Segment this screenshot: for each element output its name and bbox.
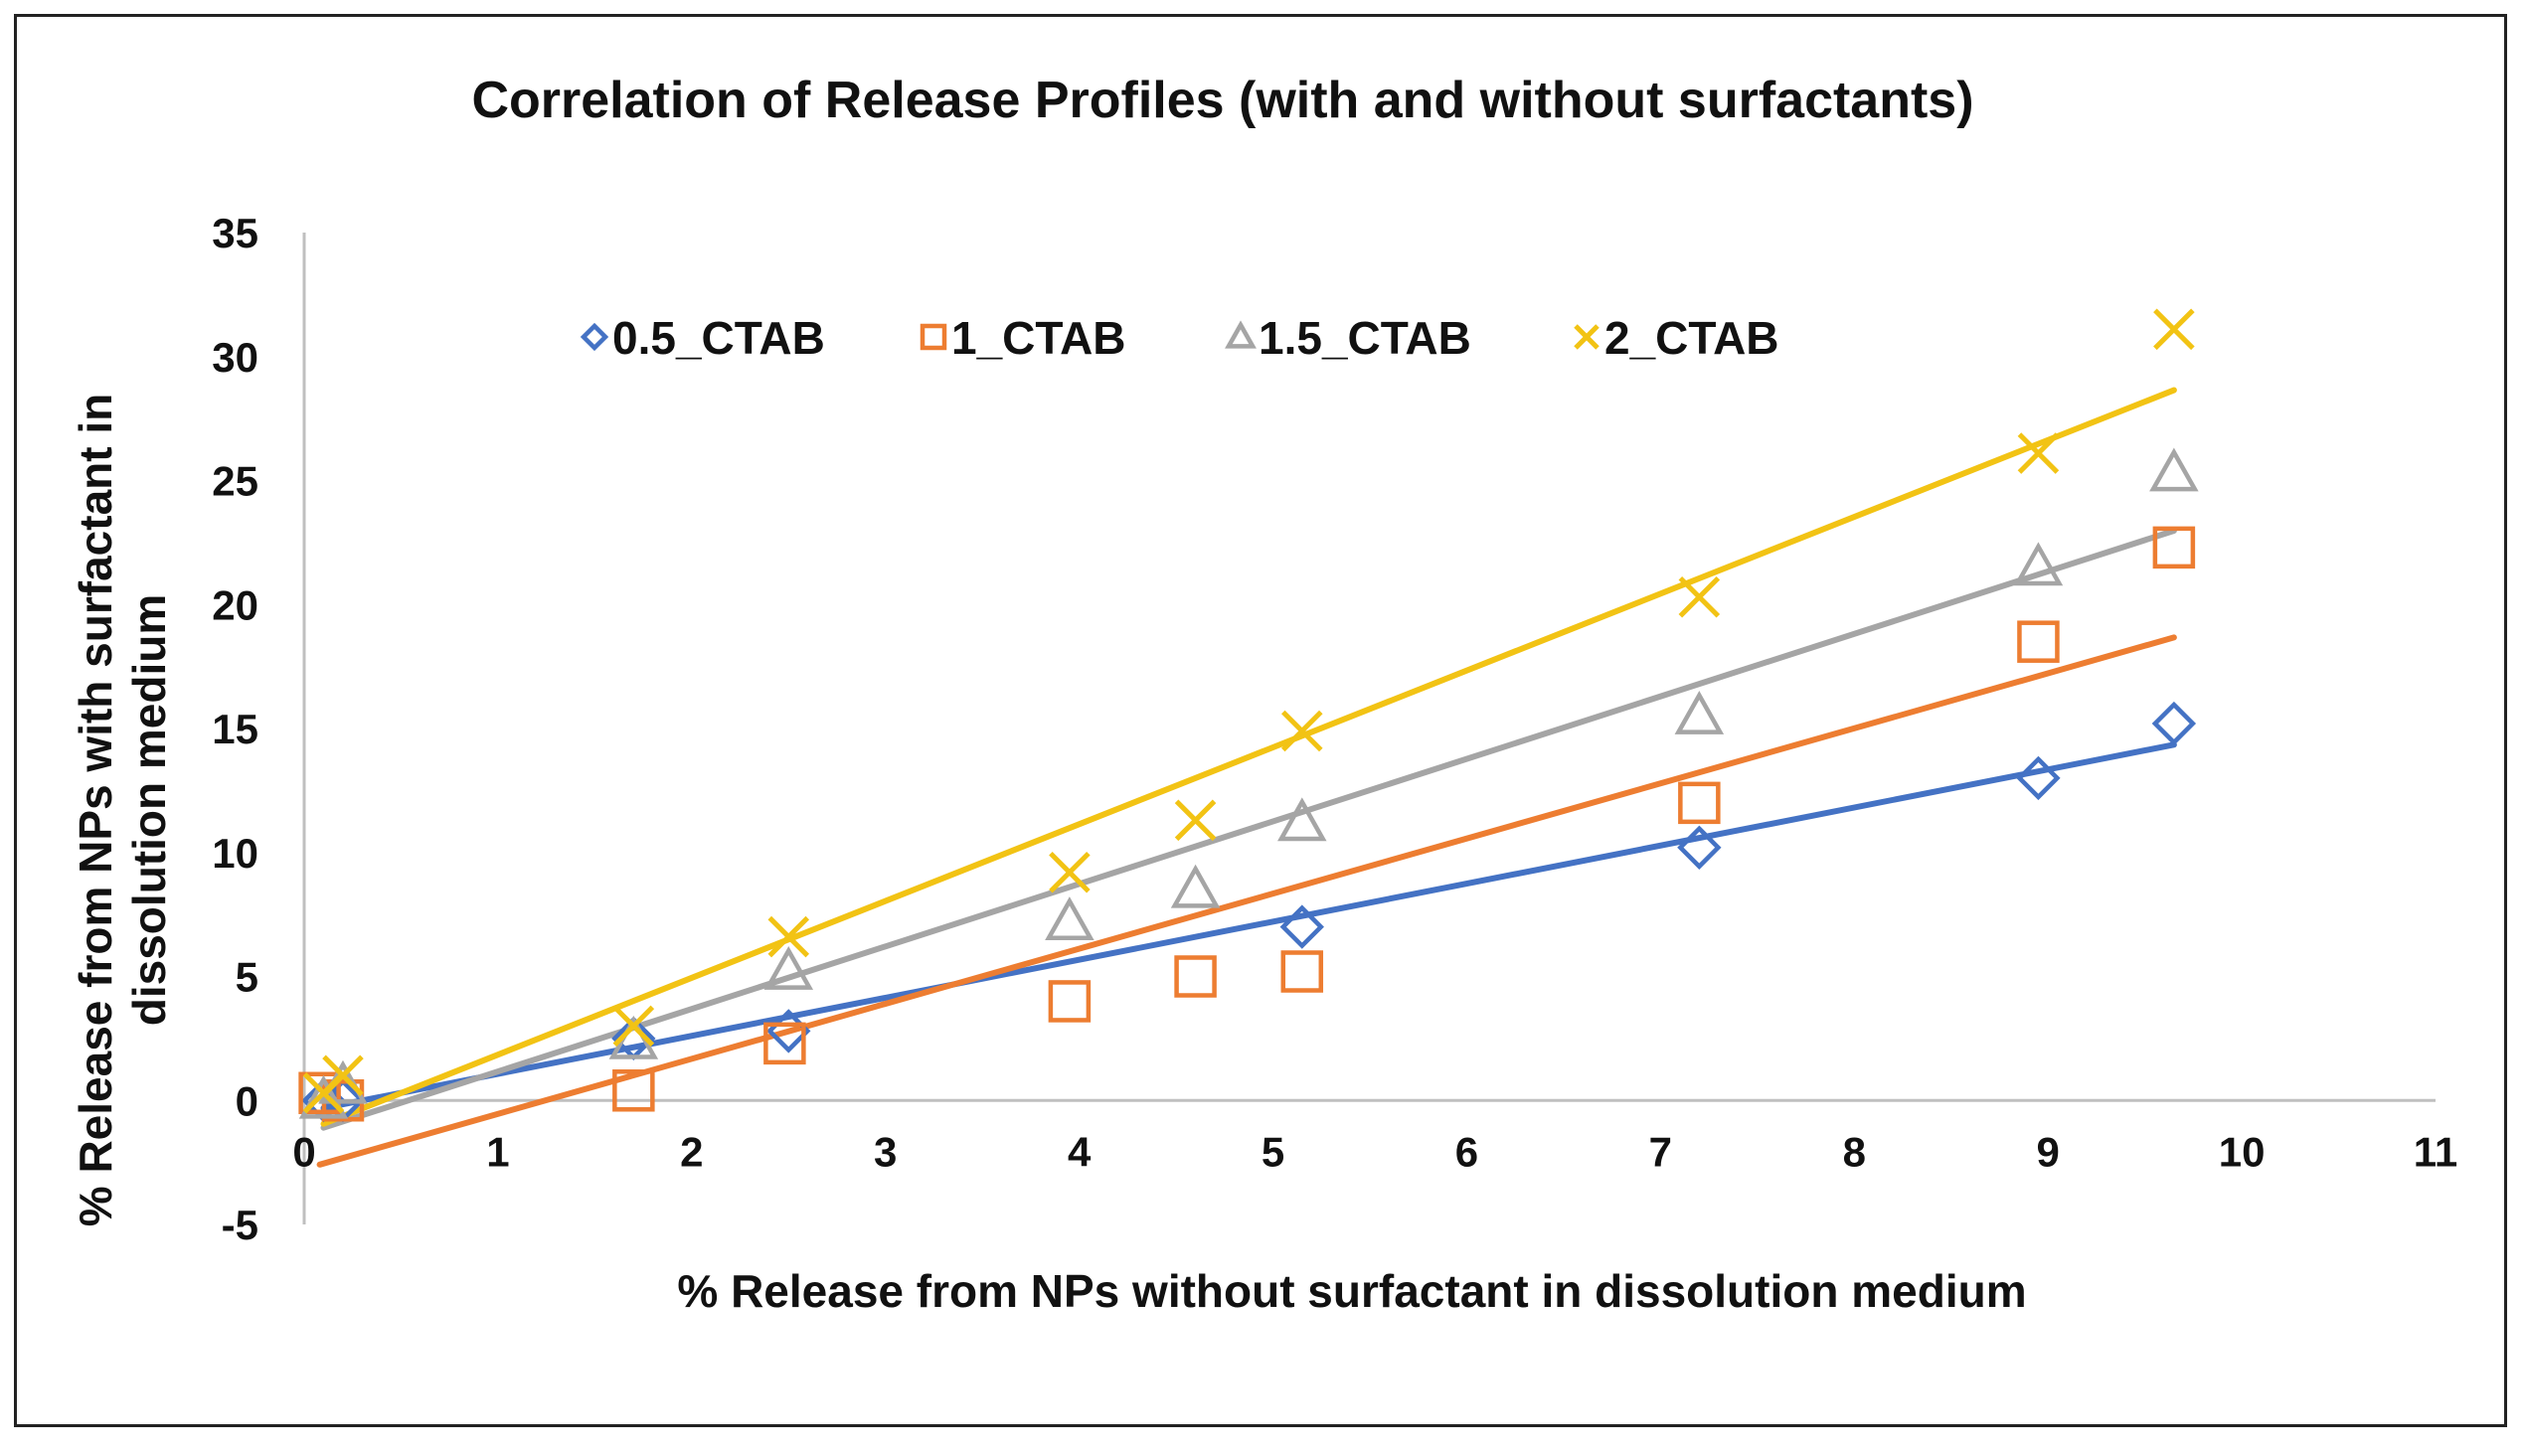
point-0.5_CTAB [1677,825,1722,870]
trendline-1.5_CTAB [320,528,2177,1131]
y-axis-label: % Release from NPs with surfactant in di… [70,394,175,1226]
point-2_CTAB [322,1054,364,1097]
point-0.5_CTAB [1279,904,1324,949]
point-0.5_CTAB [2016,755,2061,801]
legend-label-1_CTAB: 1_CTAB [951,312,1126,364]
point-1_CTAB [1678,781,1721,825]
trendlines [316,387,2177,1168]
point-2_CTAB-stroke-b [767,915,810,958]
legend-marker-2_CTAB [1574,324,1600,350]
trendline-1_CTAB [316,634,2177,1168]
point-1_CTAB [612,1069,655,1112]
x-tick-label: 8 [1843,1128,1866,1175]
y-tick-label: 5 [236,954,258,1001]
point-0.5_CTAB [2151,701,2197,746]
point-2_CTAB [767,915,810,958]
x-tick-label: 6 [1455,1128,1478,1175]
x-tick-label: 0 [292,1128,315,1175]
y-tick-label: 0 [236,1077,258,1124]
legend: 0.5_CTAB 1_CTAB 1.5_CTAB 2_CTAB [580,312,1779,364]
point-2_CTAB-stroke-b [1049,851,1091,893]
legend-marker-0.5_CTAB [580,322,609,352]
point-1.5_CTAB [1277,797,1327,842]
point-1.5_CTAB [2149,447,2199,492]
x-tick-label: 7 [1649,1128,1672,1175]
legend-label-1.5_CTAB: 1.5_CTAB [1259,312,1471,364]
point-1.5_CTAB [298,1074,349,1119]
point-2_CTAB-stroke-b [2017,432,2060,474]
y-tick-label: 15 [212,706,258,752]
point-2_CTAB [2017,432,2060,474]
point-1.5_CTAB [763,946,814,990]
x-tick-label: 4 [1068,1128,1092,1175]
point-2_CTAB-stroke-b [322,1054,364,1097]
x-axis-label: % Release from NPs without surfactant in… [677,1265,2026,1317]
point-2_CTAB-stroke-b [1281,710,1323,752]
y-tick-label: 35 [212,210,258,256]
y-axis-label-line-1: % Release from NPs with surfactant in [70,394,121,1226]
point-1_CTAB [1048,980,1092,1023]
data-points [298,308,2199,1123]
point-2_CTAB [1678,575,1721,618]
point-2_CTAB [1281,710,1323,752]
x-tick-label: 3 [874,1128,897,1175]
tick-labels: 0 1 2 3 4 5 6 7 8 9 10 11 -5 0 5 10 15 20 25 30 35 [212,210,2457,1248]
axes [302,233,2436,1224]
point-2_CTAB-stroke-b [612,1005,655,1048]
point-1.5_CTAB [1170,864,1221,908]
point-1_CTAB [2152,526,2196,569]
y-tick-label: -5 [222,1202,258,1248]
point-2_CTAB-stroke-b [2153,308,2195,351]
point-1.5_CTAB [1674,691,1725,734]
x-tick-label: 10 [2219,1128,2266,1175]
legend-label-2_CTAB: 2_CTAB [1604,312,1779,364]
point-1_CTAB [763,1022,806,1065]
trendline-0.5_CTAB [320,741,2177,1111]
legend-marker-2_CTAB-stroke-b [1574,324,1600,350]
y-axis-label-line-2: dissolution medium [123,594,175,1026]
legend-marker-1_CTAB [920,323,947,351]
legend-marker-1.5_CTAB [1225,320,1257,349]
point-2_CTAB [2153,308,2195,351]
point-1_CTAB [2017,620,2060,663]
x-tick-label: 11 [2414,1128,2457,1175]
point-2_CTAB [1174,799,1217,842]
point-2_CTAB [1049,851,1091,893]
point-1.5_CTAB [1045,896,1095,941]
x-tick-label: 9 [2037,1128,2060,1175]
x-tick-label: 1 [486,1128,509,1175]
y-tick-label: 25 [212,458,258,505]
y-tick-label: 10 [212,830,258,877]
legend-label-0.5_CTAB: 0.5_CTAB [612,312,825,364]
point-1_CTAB [1280,950,1324,993]
point-2_CTAB-stroke-b [1678,575,1721,618]
y-tick-label: 20 [212,581,258,628]
point-2_CTAB-stroke-b [1174,799,1217,842]
y-tick-label: 30 [212,334,258,381]
point-1_CTAB [1174,955,1217,998]
point-2_CTAB [612,1005,655,1048]
x-tick-label: 2 [680,1128,703,1175]
trendline-2_CTAB [320,387,2177,1127]
point-1.5_CTAB [2013,542,2064,586]
point-1_CTAB [298,1071,341,1115]
x-tick-label: 5 [1262,1128,1284,1175]
chart-title: Correlation of Release Profiles (with an… [471,72,1973,129]
chart-frame [14,14,2507,1427]
